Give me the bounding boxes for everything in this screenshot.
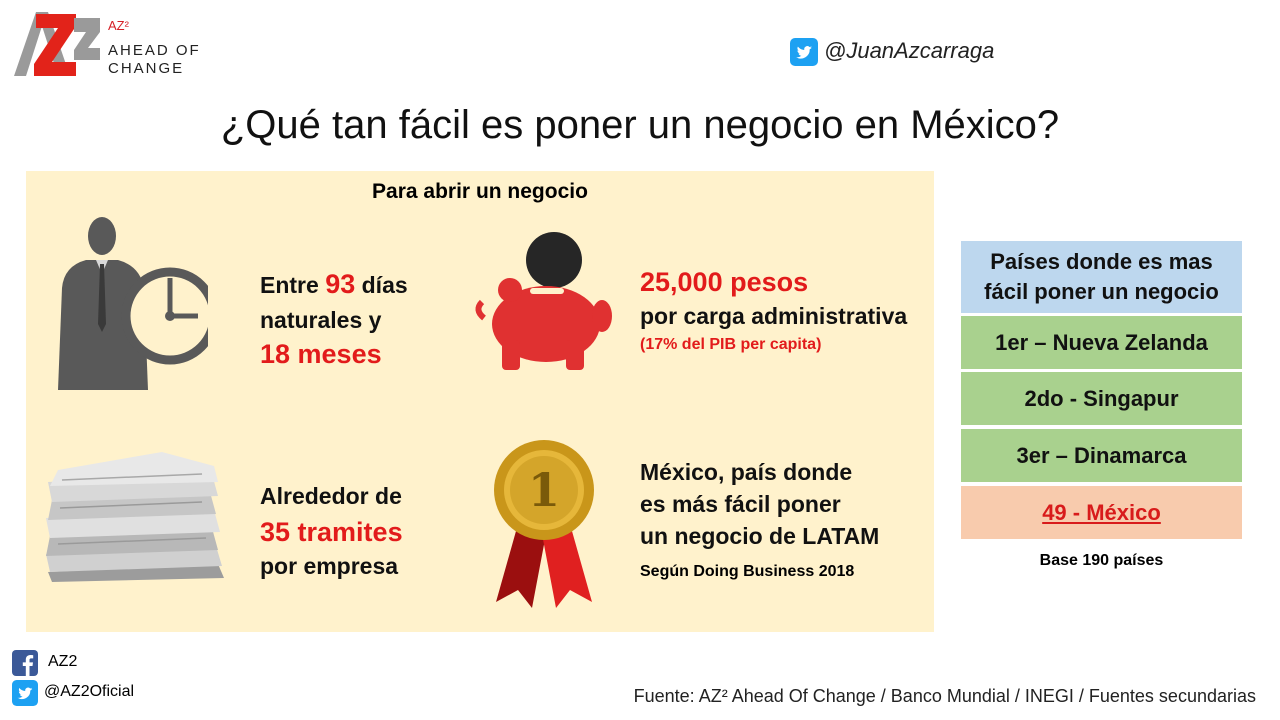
ranking-header-line-1: Países donde es mas: [990, 249, 1213, 274]
twitter-handle-bottom[interactable]: @AZ2Oficial: [44, 683, 135, 700]
rank-source: Según Doing Business 2018: [640, 563, 855, 580]
rank-line-2: es más fácil poner: [640, 491, 841, 517]
logo-line-1: AHEAD OF: [108, 42, 201, 59]
papers-stack-icon: [46, 452, 224, 582]
ranking-header-line-2: fácil poner un negocio: [984, 279, 1219, 304]
logo-superscript: AZ²: [108, 18, 129, 33]
ranking-row-2: 2do - Singapur: [961, 372, 1242, 425]
twitter-icon[interactable]: [790, 38, 818, 66]
panel-heading: Para abrir un negocio: [372, 180, 588, 203]
twitter-icon[interactable]: [12, 680, 38, 706]
cost-note: (17% del PIB per capita): [640, 336, 822, 353]
medal-number: 1: [528, 463, 560, 517]
steps-line-3: por empresa: [260, 553, 399, 579]
logo-line-2: CHANGE: [108, 60, 185, 77]
piggy-bank-icon: [475, 232, 612, 370]
ranking-row-3: 3er – Dinamarca: [961, 429, 1242, 482]
rank-line-3: un negocio de LATAM: [640, 523, 880, 549]
time-line-1: Entre 93 días: [260, 269, 408, 299]
ranking-row-mexico[interactable]: 49 - México: [961, 486, 1242, 539]
time-line-2: naturales y: [260, 307, 382, 333]
steps-count: 35 tramites: [260, 517, 403, 547]
time-months: 18 meses: [260, 339, 382, 369]
businessman-clock-icon: [58, 217, 208, 390]
page-title: ¿Qué tan fácil es poner un negocio en Mé…: [220, 103, 1060, 147]
cost-line-2: por carga administrativa: [640, 303, 908, 329]
twitter-handle-top[interactable]: @JuanAzcarraga: [824, 38, 995, 63]
facebook-handle[interactable]: AZ2: [48, 653, 78, 670]
steps-line-1: Alrededor de: [260, 483, 402, 509]
medal-icon: 1: [494, 440, 594, 608]
az2-logo: [14, 12, 100, 76]
cost-amount: 25,000 pesos: [640, 267, 809, 297]
source-footer: Fuente: AZ² Ahead Of Change / Banco Mund…: [633, 686, 1256, 706]
ranking-row-1: 1er – Nueva Zelanda: [961, 316, 1242, 369]
rank-line-1: México, país donde: [640, 459, 853, 485]
ranking-header: Países donde es mas fácil poner un negoc…: [961, 241, 1242, 313]
facebook-icon[interactable]: [12, 650, 38, 676]
ranking-base: Base 190 países: [1039, 552, 1164, 569]
